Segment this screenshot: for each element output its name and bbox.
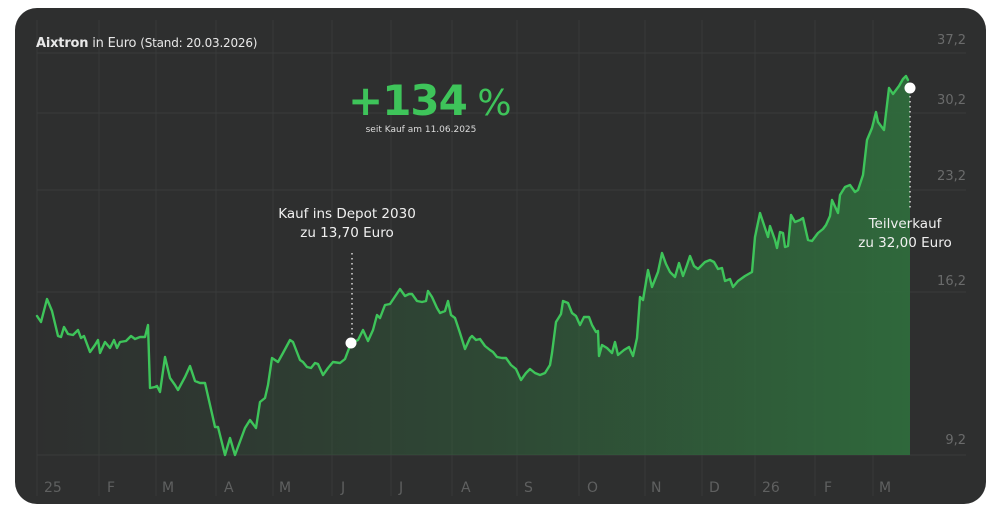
x-tick-label: A bbox=[461, 480, 471, 496]
x-tick-label: M bbox=[879, 480, 892, 496]
stock-name: Aixtron bbox=[36, 36, 89, 51]
price-line bbox=[35, 74, 910, 457]
x-tick-label: S bbox=[524, 480, 533, 496]
chart-title: Aixtron in Euro (Stand: 20.03.2026) bbox=[36, 36, 257, 51]
y-tick-label: 23,2 bbox=[937, 169, 966, 184]
sell-annotation: Teilverkauf zu 32,00 Euro bbox=[840, 215, 970, 253]
chart-card: Aixtron in Euro (Stand: 20.03.2026) +134… bbox=[15, 8, 986, 504]
x-tick-label: M bbox=[279, 480, 292, 496]
sell-annotation-line1: Teilverkauf bbox=[868, 216, 942, 232]
stand-date: (Stand: 20.03.2026) bbox=[140, 36, 258, 50]
buy-annotation-line1: Kauf ins Depot 2030 bbox=[278, 206, 416, 222]
sell-marker bbox=[904, 82, 916, 94]
x-tick-label: O bbox=[587, 480, 599, 496]
currency-text: in Euro bbox=[88, 36, 141, 51]
y-tick-label: 37,2 bbox=[937, 33, 966, 48]
buy-annotation: Kauf ins Depot 2030 zu 13,70 Euro bbox=[267, 205, 427, 243]
x-tick-label: J bbox=[399, 480, 404, 496]
performance-badge: +134 % seit Kauf am 11.06.2025 bbox=[348, 76, 512, 136]
buy-annotation-line2: zu 13,70 Euro bbox=[300, 225, 394, 241]
x-tick-label: F bbox=[107, 480, 116, 496]
x-tick-label: D bbox=[709, 480, 720, 496]
y-tick-label: 30,2 bbox=[937, 93, 966, 108]
price-area-fill bbox=[37, 76, 910, 455]
price-chart bbox=[35, 20, 966, 496]
y-tick-label: 16,2 bbox=[937, 274, 966, 289]
performance-unit: % bbox=[466, 83, 511, 124]
x-tick-label: 26 bbox=[762, 480, 780, 496]
x-tick-label: 25 bbox=[44, 480, 62, 496]
performance-value: +134 bbox=[348, 76, 468, 125]
performance-subtitle: seit Kauf am 11.06.2025 bbox=[365, 125, 477, 135]
x-tick-label: M bbox=[162, 480, 175, 496]
x-tick-label: J bbox=[341, 480, 346, 496]
x-tick-label: F bbox=[824, 480, 833, 496]
buy-marker bbox=[345, 337, 357, 349]
y-tick-label: 9,2 bbox=[945, 433, 966, 448]
sell-annotation-line2: zu 32,00 Euro bbox=[858, 235, 952, 251]
x-tick-label: N bbox=[651, 480, 662, 496]
x-tick-label: A bbox=[224, 480, 234, 496]
